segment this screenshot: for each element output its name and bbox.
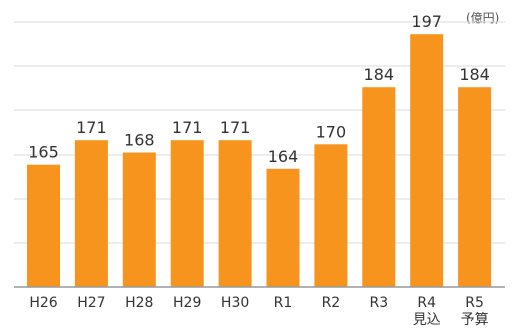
value-label-R5: 184 [459, 65, 490, 84]
bar-R2 [314, 144, 348, 287]
value-label-H26: 165 [28, 143, 59, 162]
tick-label-R1: R1 [274, 295, 293, 311]
tick-label-H26: H26 [29, 295, 57, 311]
tick-label-H29: H29 [173, 295, 201, 311]
bar-H26 [27, 164, 60, 287]
tick-label-R4: R4 [417, 295, 436, 311]
bars [27, 34, 492, 288]
unit-label: (億円) [466, 11, 499, 25]
bar-R3 [362, 87, 396, 287]
bar-R5 [458, 87, 492, 287]
value-labels: 165 171 168 171 171 164 170 184 197 184 [28, 12, 490, 166]
bar-H27 [74, 140, 108, 287]
tick-label-H30: H30 [221, 295, 249, 311]
bar-H28 [122, 152, 156, 287]
bar-R1 [266, 168, 300, 287]
tick-sublabel-R5: 予算 [461, 312, 489, 328]
tick-label-R3: R3 [369, 295, 388, 311]
tick-sublabel-R4: 見込 [413, 312, 441, 328]
tick-label-R5: R5 [465, 295, 484, 311]
bar-H30 [218, 140, 252, 287]
value-label-H27: 171 [76, 118, 107, 137]
tick-label-H27: H27 [77, 295, 105, 311]
value-label-H30: 171 [220, 118, 251, 137]
value-label-H29: 171 [172, 118, 203, 137]
bar-H29 [170, 140, 204, 287]
value-label-R1: 164 [268, 147, 299, 166]
tick-label-H28: H28 [125, 295, 153, 311]
value-label-R2: 170 [316, 122, 347, 141]
value-label-R4: 197 [411, 12, 442, 31]
bar-R4 [410, 34, 444, 288]
tick-label-R2: R2 [322, 295, 341, 311]
value-label-R3: 184 [364, 65, 395, 84]
value-label-H28: 168 [124, 131, 155, 150]
